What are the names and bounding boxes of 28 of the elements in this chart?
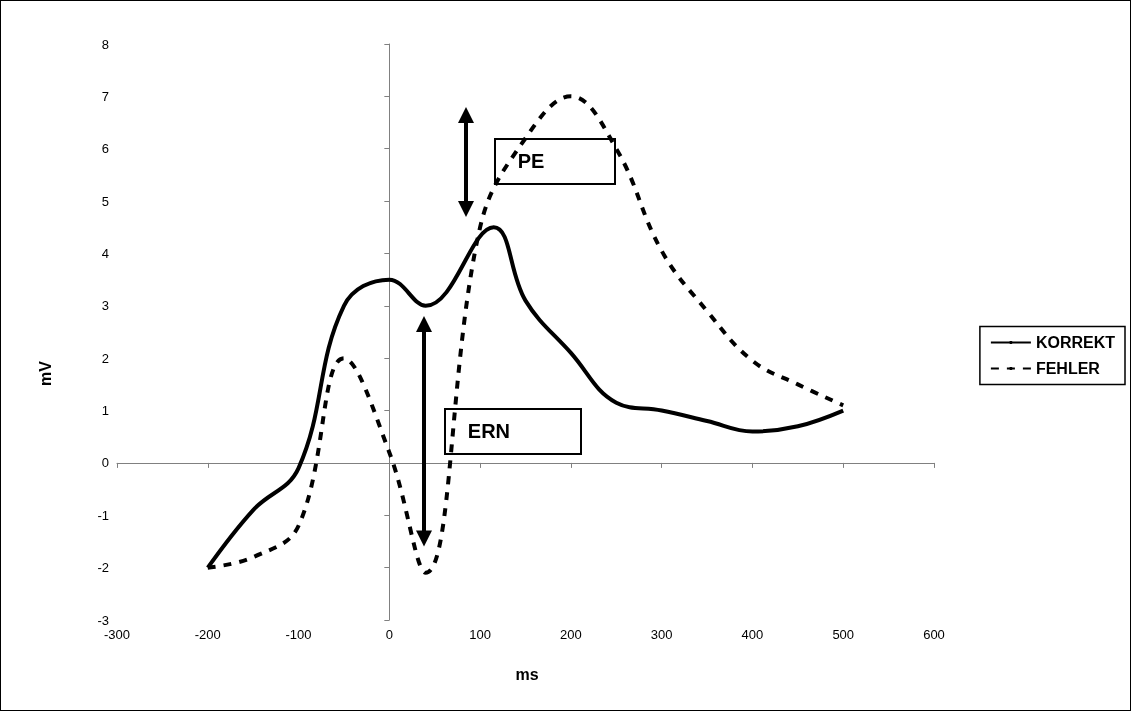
x-tick-label: 0: [385, 627, 393, 642]
x-tick-label: 200: [560, 627, 582, 642]
legend-label: FEHLER: [1035, 360, 1101, 377]
x-tick-label: -300: [103, 627, 131, 642]
y-tick-label: 5: [101, 193, 109, 209]
y-tick-label: -3: [97, 612, 109, 628]
annotation: PE: [493, 138, 617, 186]
x-tick-label: 600: [923, 627, 945, 642]
annotation: ERN: [443, 407, 583, 455]
x-tick-label: 300: [650, 627, 673, 642]
y-tick-label: 4: [101, 245, 109, 261]
x-tick-label: -100: [285, 627, 312, 642]
x-tick-label: 100: [469, 627, 491, 642]
y-tick-label: 1: [101, 403, 109, 419]
y-tick-label: 8: [101, 36, 109, 52]
x-axis-title: ms: [515, 665, 539, 683]
y-tick-label: 2: [101, 350, 109, 366]
y-axis-title: mV: [36, 360, 54, 386]
y-tick-label: 3: [101, 298, 109, 314]
x-tick-label: 400: [741, 627, 764, 642]
x-tick-label: 500: [832, 627, 855, 642]
y-tick-label: -2: [97, 560, 109, 576]
y-tick-label: -1: [97, 507, 109, 523]
y-tick-label: 0: [101, 455, 109, 471]
x-tick-label: -200: [194, 627, 221, 642]
y-tick-label: 7: [101, 88, 109, 104]
y-tick-label: 6: [101, 141, 109, 157]
legend-label: KORREKT: [1035, 334, 1116, 351]
